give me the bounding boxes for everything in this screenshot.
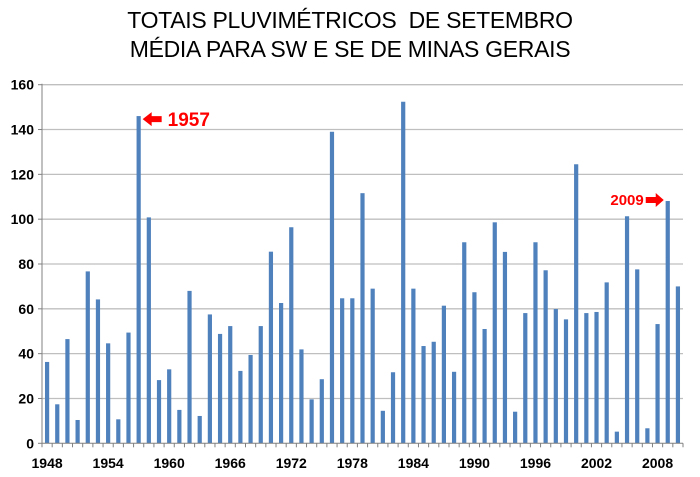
bar-1996	[533, 242, 538, 444]
annotations: 1957 2009	[142, 110, 664, 209]
bar-1953	[95, 299, 101, 444]
bar-1966	[228, 326, 233, 444]
bar-2007	[645, 428, 650, 444]
bar-1998	[553, 309, 558, 444]
x-tick-label: 1948	[32, 455, 63, 471]
x-tick-label: 1972	[276, 455, 307, 471]
bar-1988	[451, 371, 457, 444]
bar-1991	[482, 328, 487, 444]
chart-title-line1: TOTAIS PLUVIMÉTRICOS DE SETEMBRO	[127, 7, 573, 33]
bar-1963	[197, 415, 202, 444]
chart-title: TOTAIS PLUVIMÉTRICOS DE SETEMBRO MÉDIA P…	[0, 6, 700, 64]
bar-2002	[594, 311, 599, 444]
bar-1995	[523, 313, 528, 444]
bar-1994	[513, 411, 518, 444]
bar-1964	[207, 314, 212, 444]
bar-1999	[563, 319, 569, 444]
bar-1976	[329, 131, 335, 444]
bar-2010	[675, 286, 681, 444]
bar-1986	[431, 341, 436, 444]
x-tick-label: 2002	[581, 455, 612, 471]
bar-1987	[441, 305, 446, 444]
bar-2005	[624, 216, 630, 444]
x-tick-label: 1954	[93, 455, 124, 471]
annotation-2009: 2009	[610, 192, 643, 209]
bar-1956	[126, 332, 131, 444]
bar-1971	[279, 302, 284, 444]
bar-1952	[85, 271, 90, 444]
bar-2000	[574, 164, 579, 444]
y-tick-label: 0	[26, 435, 34, 451]
bar-1978	[350, 298, 355, 444]
x-axis-ticks: 1948 1954 1960 1966 1972 1978 1984 1990 1996 2002…	[32, 455, 674, 471]
bar-1955	[116, 419, 121, 444]
bar-1981	[380, 410, 385, 444]
bar-2006	[635, 269, 640, 444]
annotation-1957: 1957	[168, 110, 210, 131]
bar-1965	[217, 333, 223, 444]
bar-1951	[75, 419, 80, 444]
bar-1958	[146, 217, 151, 444]
bar-1985	[421, 346, 426, 444]
y-axis-ticks: 0 20 40 60 80 100 120 140 160	[11, 77, 35, 452]
bar-1962	[187, 290, 192, 444]
bar-1973	[299, 349, 304, 444]
x-tick-label: 1996	[520, 455, 551, 471]
chart-title-line2: MÉDIA PARA SW E SE DE MINAS GERAIS	[129, 36, 571, 62]
y-tick-label: 60	[18, 301, 34, 317]
bar-2008	[655, 324, 660, 444]
arrow-left-icon	[142, 112, 162, 127]
bar-1969	[258, 326, 263, 444]
bar-1972	[289, 227, 294, 444]
bar-1997	[543, 270, 548, 444]
y-tick-label: 140	[11, 122, 35, 138]
bar-1989	[462, 242, 467, 444]
x-tick-label: 1984	[398, 455, 429, 471]
bars	[44, 101, 681, 444]
x-tick-label: 1978	[337, 455, 368, 471]
bar-1993	[502, 251, 508, 444]
bar-1977	[340, 298, 345, 444]
bar-2009	[665, 201, 670, 444]
bar-1992	[492, 222, 497, 444]
bar-1954	[106, 343, 111, 444]
x-tick-label: 2008	[642, 455, 673, 471]
bar-1968	[248, 354, 253, 444]
bar-1975	[319, 379, 324, 444]
y-tick-label: 120	[11, 166, 35, 182]
bar-1974	[309, 399, 314, 444]
x-tick-label: 1966	[215, 455, 246, 471]
bar-1957	[136, 116, 141, 444]
y-tick-label: 160	[11, 77, 35, 93]
bar-2003	[604, 282, 609, 444]
y-tick-label: 40	[18, 346, 34, 362]
bar-1990	[472, 292, 477, 444]
bar-1979	[360, 193, 365, 444]
bar-1948	[44, 361, 50, 444]
bar-2004	[614, 431, 619, 444]
arrow-right-icon	[645, 193, 664, 208]
bar-1959	[156, 380, 162, 444]
y-tick-label: 100	[11, 211, 35, 227]
bar-1949	[55, 404, 60, 444]
bar-1980	[370, 288, 375, 444]
bar-1950	[65, 339, 70, 444]
bar-1983	[401, 101, 406, 444]
bar-1967	[238, 370, 243, 444]
bar-1960	[167, 369, 172, 444]
x-tick-label: 1990	[459, 455, 490, 471]
bar-2001	[584, 313, 589, 444]
y-tick-label: 20	[18, 390, 34, 406]
y-tick-label: 80	[18, 256, 34, 272]
bar-1984	[411, 288, 416, 444]
bar-1982	[390, 372, 396, 444]
axes	[41, 83, 684, 448]
bar-1970	[268, 251, 274, 444]
bar-1961	[177, 409, 182, 444]
x-tick-label: 1960	[154, 455, 185, 471]
